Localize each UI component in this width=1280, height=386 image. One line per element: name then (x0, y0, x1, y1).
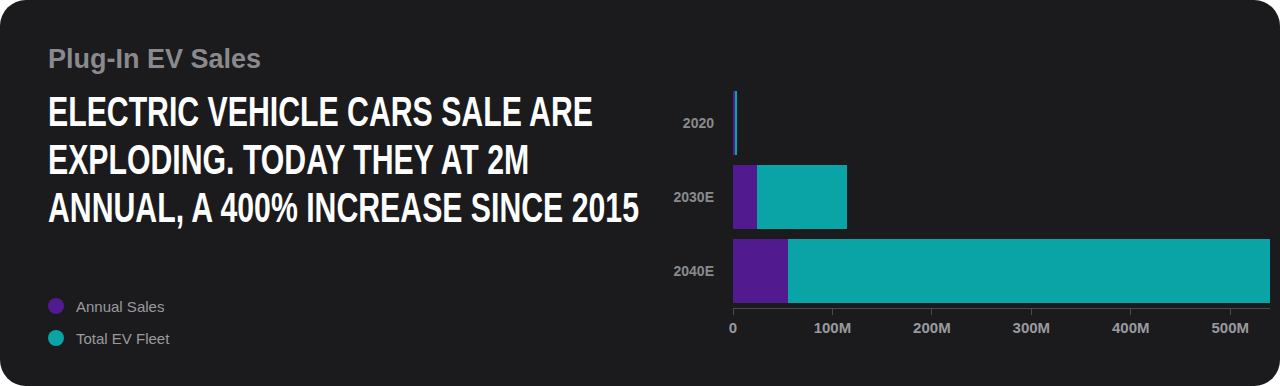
svg-text:400M: 400M (1112, 319, 1150, 336)
html-text:Annual Sales: Annual Sales (76, 297, 165, 315)
svg-text:2020: 2020 (683, 115, 714, 131)
svg-text:300M: 300M (1013, 319, 1051, 336)
html-text:Total EV Fleet: Total EV Fleet (76, 329, 170, 347)
svg-text:100M: 100M (814, 319, 852, 336)
svg-text:500M: 500M (1211, 319, 1249, 336)
html-text:ELECTRIC VEHICLE CARS SALE ARE: ELECTRIC VEHICLE CARS SALE ARE EXPLODING… (48, 88, 639, 231)
html-text:Plug-In EV Sales: Plug-In EV Sales (48, 44, 262, 74)
svg-text:2030E: 2030E (674, 189, 714, 205)
svg-text:200M: 200M (913, 319, 951, 336)
svg-text:0: 0 (729, 319, 737, 336)
svg-text:2040E: 2040E (674, 263, 714, 279)
